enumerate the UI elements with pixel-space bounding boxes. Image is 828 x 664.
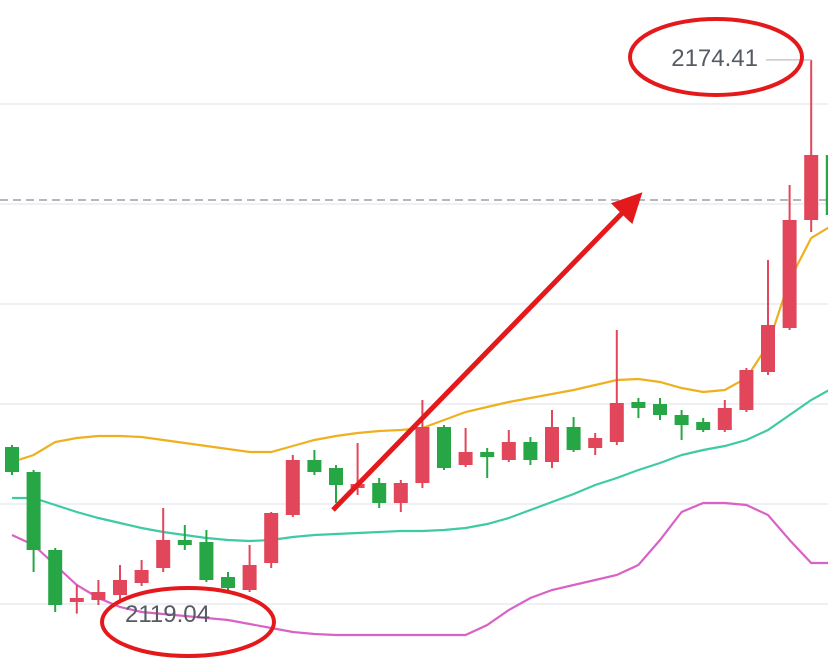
candle-body: [177, 540, 192, 545]
candle-body: [631, 402, 646, 408]
candle-body: [393, 483, 408, 503]
candle-body: [156, 540, 171, 568]
candle-body: [545, 427, 559, 462]
candle-body: [761, 325, 775, 372]
candle-body: [372, 483, 387, 503]
candle-body: [480, 452, 495, 457]
candle-body: [825, 155, 828, 215]
highlight-ellipse: [628, 17, 804, 97]
candle-body: [523, 442, 538, 460]
candle-body: [782, 220, 797, 328]
candle-body: [134, 570, 149, 583]
candle-body: [739, 370, 754, 410]
labels: 2174.41 2119.04: [125, 45, 812, 628]
candle-body: [696, 422, 711, 430]
candle-body: [5, 447, 19, 472]
candle-body: [199, 542, 214, 580]
highlight-ellipse: [100, 586, 276, 658]
candle-body: [329, 468, 343, 485]
candle-body: [415, 427, 430, 483]
candle-body: [804, 155, 819, 220]
candle-body: [264, 513, 279, 563]
candle-body: [307, 460, 322, 472]
candles: [5, 59, 828, 614]
candle-body: [221, 577, 235, 588]
candle-body: [566, 427, 581, 450]
candle-body: [458, 452, 473, 465]
candle-body: [91, 592, 106, 600]
candle-body: [674, 415, 689, 425]
grid: [0, 103, 828, 605]
candle-body: [285, 460, 300, 515]
ma-line: [12, 389, 828, 543]
min-price-label: 2119.04: [125, 601, 210, 628]
candle-body: [48, 550, 63, 605]
candle-body: [609, 403, 624, 442]
trend-arrow: [331, 192, 643, 512]
candle-body: [113, 580, 127, 595]
candle-body: [501, 442, 516, 460]
candle-body: [588, 438, 603, 448]
candle-body: [437, 427, 451, 468]
candle-body: [69, 598, 84, 602]
candle-body: [653, 404, 667, 415]
candle-body: [242, 565, 257, 590]
candle-body: [26, 472, 41, 550]
max-price-label: 2174.41: [671, 45, 758, 72]
candle-body: [717, 408, 732, 430]
ma-line: [11, 501, 828, 637]
